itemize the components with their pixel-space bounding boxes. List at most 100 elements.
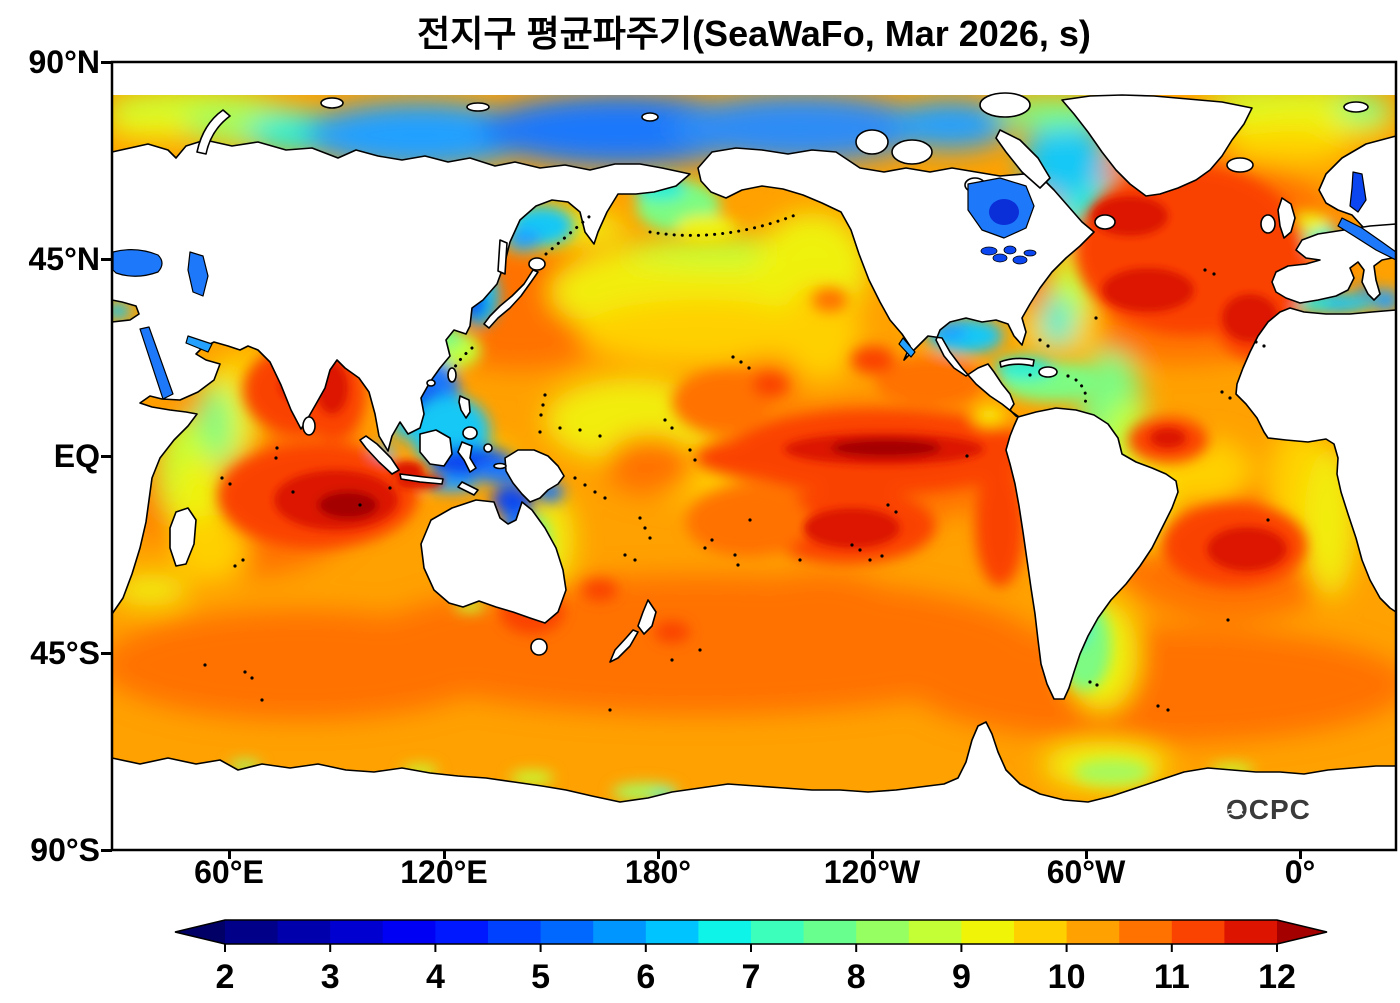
landmass-europe-iberia [1271, 223, 1397, 304]
map-frame [110, 60, 1398, 852]
colorbar-segment-13 [908, 920, 962, 944]
lon-tick-mark-0 [227, 850, 231, 859]
island-sri-lanka [302, 416, 316, 436]
colorbar-segment-2 [330, 920, 384, 944]
colorbar-segment-1 [277, 920, 331, 944]
island-sumatra [359, 435, 400, 475]
sea-bothnia [1349, 171, 1367, 213]
colorbar-tick-label-8: 10 [1048, 958, 1086, 996]
lat-tick-label-0: 90°N [28, 44, 101, 80]
page-title: 전지구 평균파주기(SeaWaFo, Mar 2026, s) [417, 13, 1091, 54]
island-sulawesi [457, 441, 477, 473]
island-timor [457, 481, 479, 496]
colorbar-segment-12 [856, 920, 910, 944]
island-tasmania [530, 638, 548, 656]
island-ellesmere [979, 92, 1031, 118]
colorbar-tick-label-7: 9 [952, 958, 971, 996]
colorbar-segment-7 [593, 920, 647, 944]
colorbar-segment-9 [698, 920, 752, 944]
landmass-greenland [1061, 94, 1253, 197]
colorbar-segment-18 [1171, 920, 1225, 944]
lon-tick-label-3: 120°W [823, 854, 921, 890]
great-lakes [980, 245, 1037, 265]
lat-tick-label-2: EQ [53, 438, 100, 474]
lat-tick-mark-3 [101, 652, 112, 655]
colorbar-segment-4 [435, 920, 489, 944]
ryukyu-arc [450, 346, 474, 374]
colorbar-tick-label-10: 12 [1258, 958, 1296, 996]
island-hispaniola [1038, 366, 1058, 378]
lon-tick-label-2: 180° [624, 854, 692, 890]
lon-tick-mark-4 [1084, 850, 1088, 859]
ocean-core-blobs [274, 196, 1287, 571]
island-victoria [891, 139, 933, 165]
island-cuba [999, 357, 1035, 368]
land-layer [111, 92, 1397, 851]
colorbar-segment-11 [803, 920, 857, 944]
sea-caspian [187, 251, 209, 297]
lon-tick-label-4: 60°W [1046, 854, 1126, 890]
lat-tick-label-1: 45°N [28, 241, 101, 277]
colorbar-segment-8 [645, 920, 699, 944]
sea-red [139, 326, 174, 400]
island-borneo [419, 429, 453, 467]
island-novaya-zemlya [196, 109, 231, 155]
colorbar-tick-label-1: 3 [321, 958, 340, 996]
lon-tick-label-0: 60°E [194, 854, 264, 890]
colorbar-segment-0 [225, 920, 279, 944]
lat-tick-mark-0 [101, 61, 112, 64]
lon-tick-mark-1 [442, 850, 446, 859]
lat-tick-label-4: 90°S [30, 832, 100, 868]
colorbar-tick-label-3: 5 [531, 958, 550, 996]
ocpc-wave-icon [1227, 808, 1244, 817]
sea-black [112, 249, 163, 277]
colorbar-segment-6 [540, 920, 594, 944]
antilles-arc [1074, 378, 1088, 408]
island-java [399, 473, 444, 485]
island-halmahera [483, 443, 493, 453]
ocpc-watermark: OCPC [1226, 794, 1311, 826]
lon-tick-label-1: 120°E [400, 854, 488, 890]
colorbar-segment-3 [382, 920, 436, 944]
lat-tick-mark-2 [101, 455, 112, 458]
island-ireland [1260, 214, 1276, 234]
colorbar-segment-5 [488, 920, 542, 944]
colorbar-over-arrow [1277, 920, 1327, 944]
landmass-africa-west [1235, 307, 1397, 613]
colorbar-segment-16 [1066, 920, 1120, 944]
island-iceland [1226, 157, 1254, 173]
landmass-eurasia-africa-east [111, 139, 691, 615]
lat-tick-mark-1 [101, 258, 112, 261]
island-seram [493, 462, 507, 470]
island-luzon [458, 395, 471, 419]
colorbar-tick-label-2: 4 [426, 958, 445, 996]
island-hainan [426, 379, 436, 387]
colorbar-tick-label-4: 6 [636, 958, 655, 996]
colorbar-segment-10 [751, 920, 805, 944]
aleutian-arc [648, 212, 800, 237]
island-severnaya-zemlya [320, 97, 344, 109]
lon-tick-mark-3 [870, 850, 874, 859]
island-hokkaido [528, 257, 546, 271]
colorbar-tick-label-0: 2 [216, 958, 235, 996]
island-taiwan [447, 367, 457, 383]
landmass-antarctica [111, 721, 1397, 851]
island-svalbard [1343, 101, 1369, 113]
colorbar-tick-label-6: 8 [847, 958, 866, 996]
sea-hudson-core [989, 199, 1019, 225]
island-baffin [995, 129, 1051, 189]
colorbar-segment-14 [961, 920, 1015, 944]
island-new-zealand-north [637, 599, 657, 635]
landmass-australia [420, 499, 567, 624]
landmass-south-america [1005, 407, 1179, 700]
island-new-zealand-south [609, 629, 639, 663]
island-sakhalin [497, 239, 508, 275]
small-island-dots [203, 268, 1270, 712]
island-newfoundland [1094, 214, 1116, 230]
lon-tick-mark-2 [656, 850, 660, 859]
island-wrangel [641, 112, 659, 122]
colorbar-tick-label-5: 7 [742, 958, 761, 996]
colorbar-under-arrow [175, 920, 225, 944]
